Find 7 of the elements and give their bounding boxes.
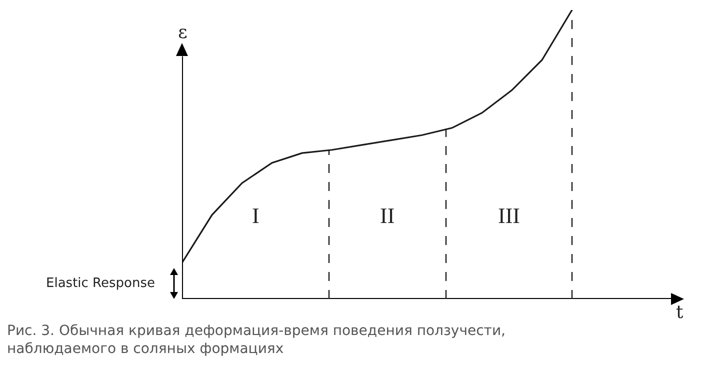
x-axis-title: t xyxy=(676,302,684,323)
annotation: III xyxy=(498,203,520,228)
text: Рис. 3. Обычная кривая деформация-время поведения ползучести, наблюдаемого в соляных формациях xyxy=(7,323,506,358)
text: Elastic Response xyxy=(46,276,155,291)
y-axis-title: ε xyxy=(178,22,188,43)
annotation: I xyxy=(252,203,260,228)
annotation: II xyxy=(380,203,395,228)
